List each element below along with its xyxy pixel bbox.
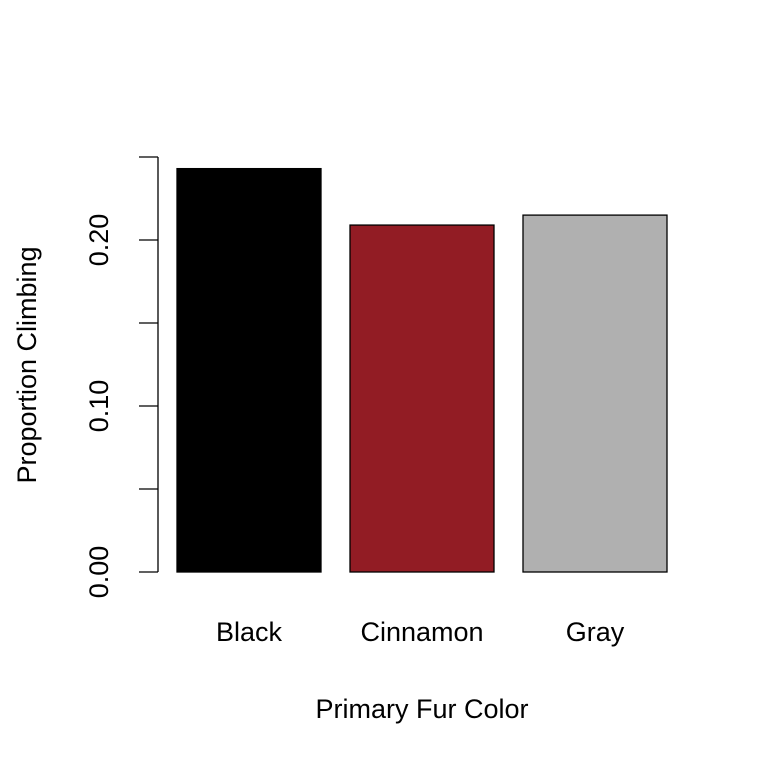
- y-tick-label: 0.10: [84, 380, 114, 433]
- bar-gray: [522, 214, 668, 573]
- y-tick-label: 0.00: [84, 546, 114, 599]
- x-tick-label-cinnamon: Cinnamon: [360, 617, 483, 647]
- bars-group: [176, 167, 668, 573]
- y-tick-label: 0.20: [84, 214, 114, 267]
- bar-black: [176, 167, 322, 573]
- x-tick-label-black: Black: [216, 617, 283, 647]
- x-tick-label-gray: Gray: [566, 617, 625, 647]
- x-category-labels: Black Cinnamon Gray: [216, 617, 625, 647]
- x-axis-title: Primary Fur Color: [315, 694, 528, 724]
- y-axis-title: Proportion Climbing: [12, 246, 42, 483]
- y-axis: 0.00 0.10 0.20: [84, 156, 159, 599]
- bar-cinnamon: [349, 224, 495, 573]
